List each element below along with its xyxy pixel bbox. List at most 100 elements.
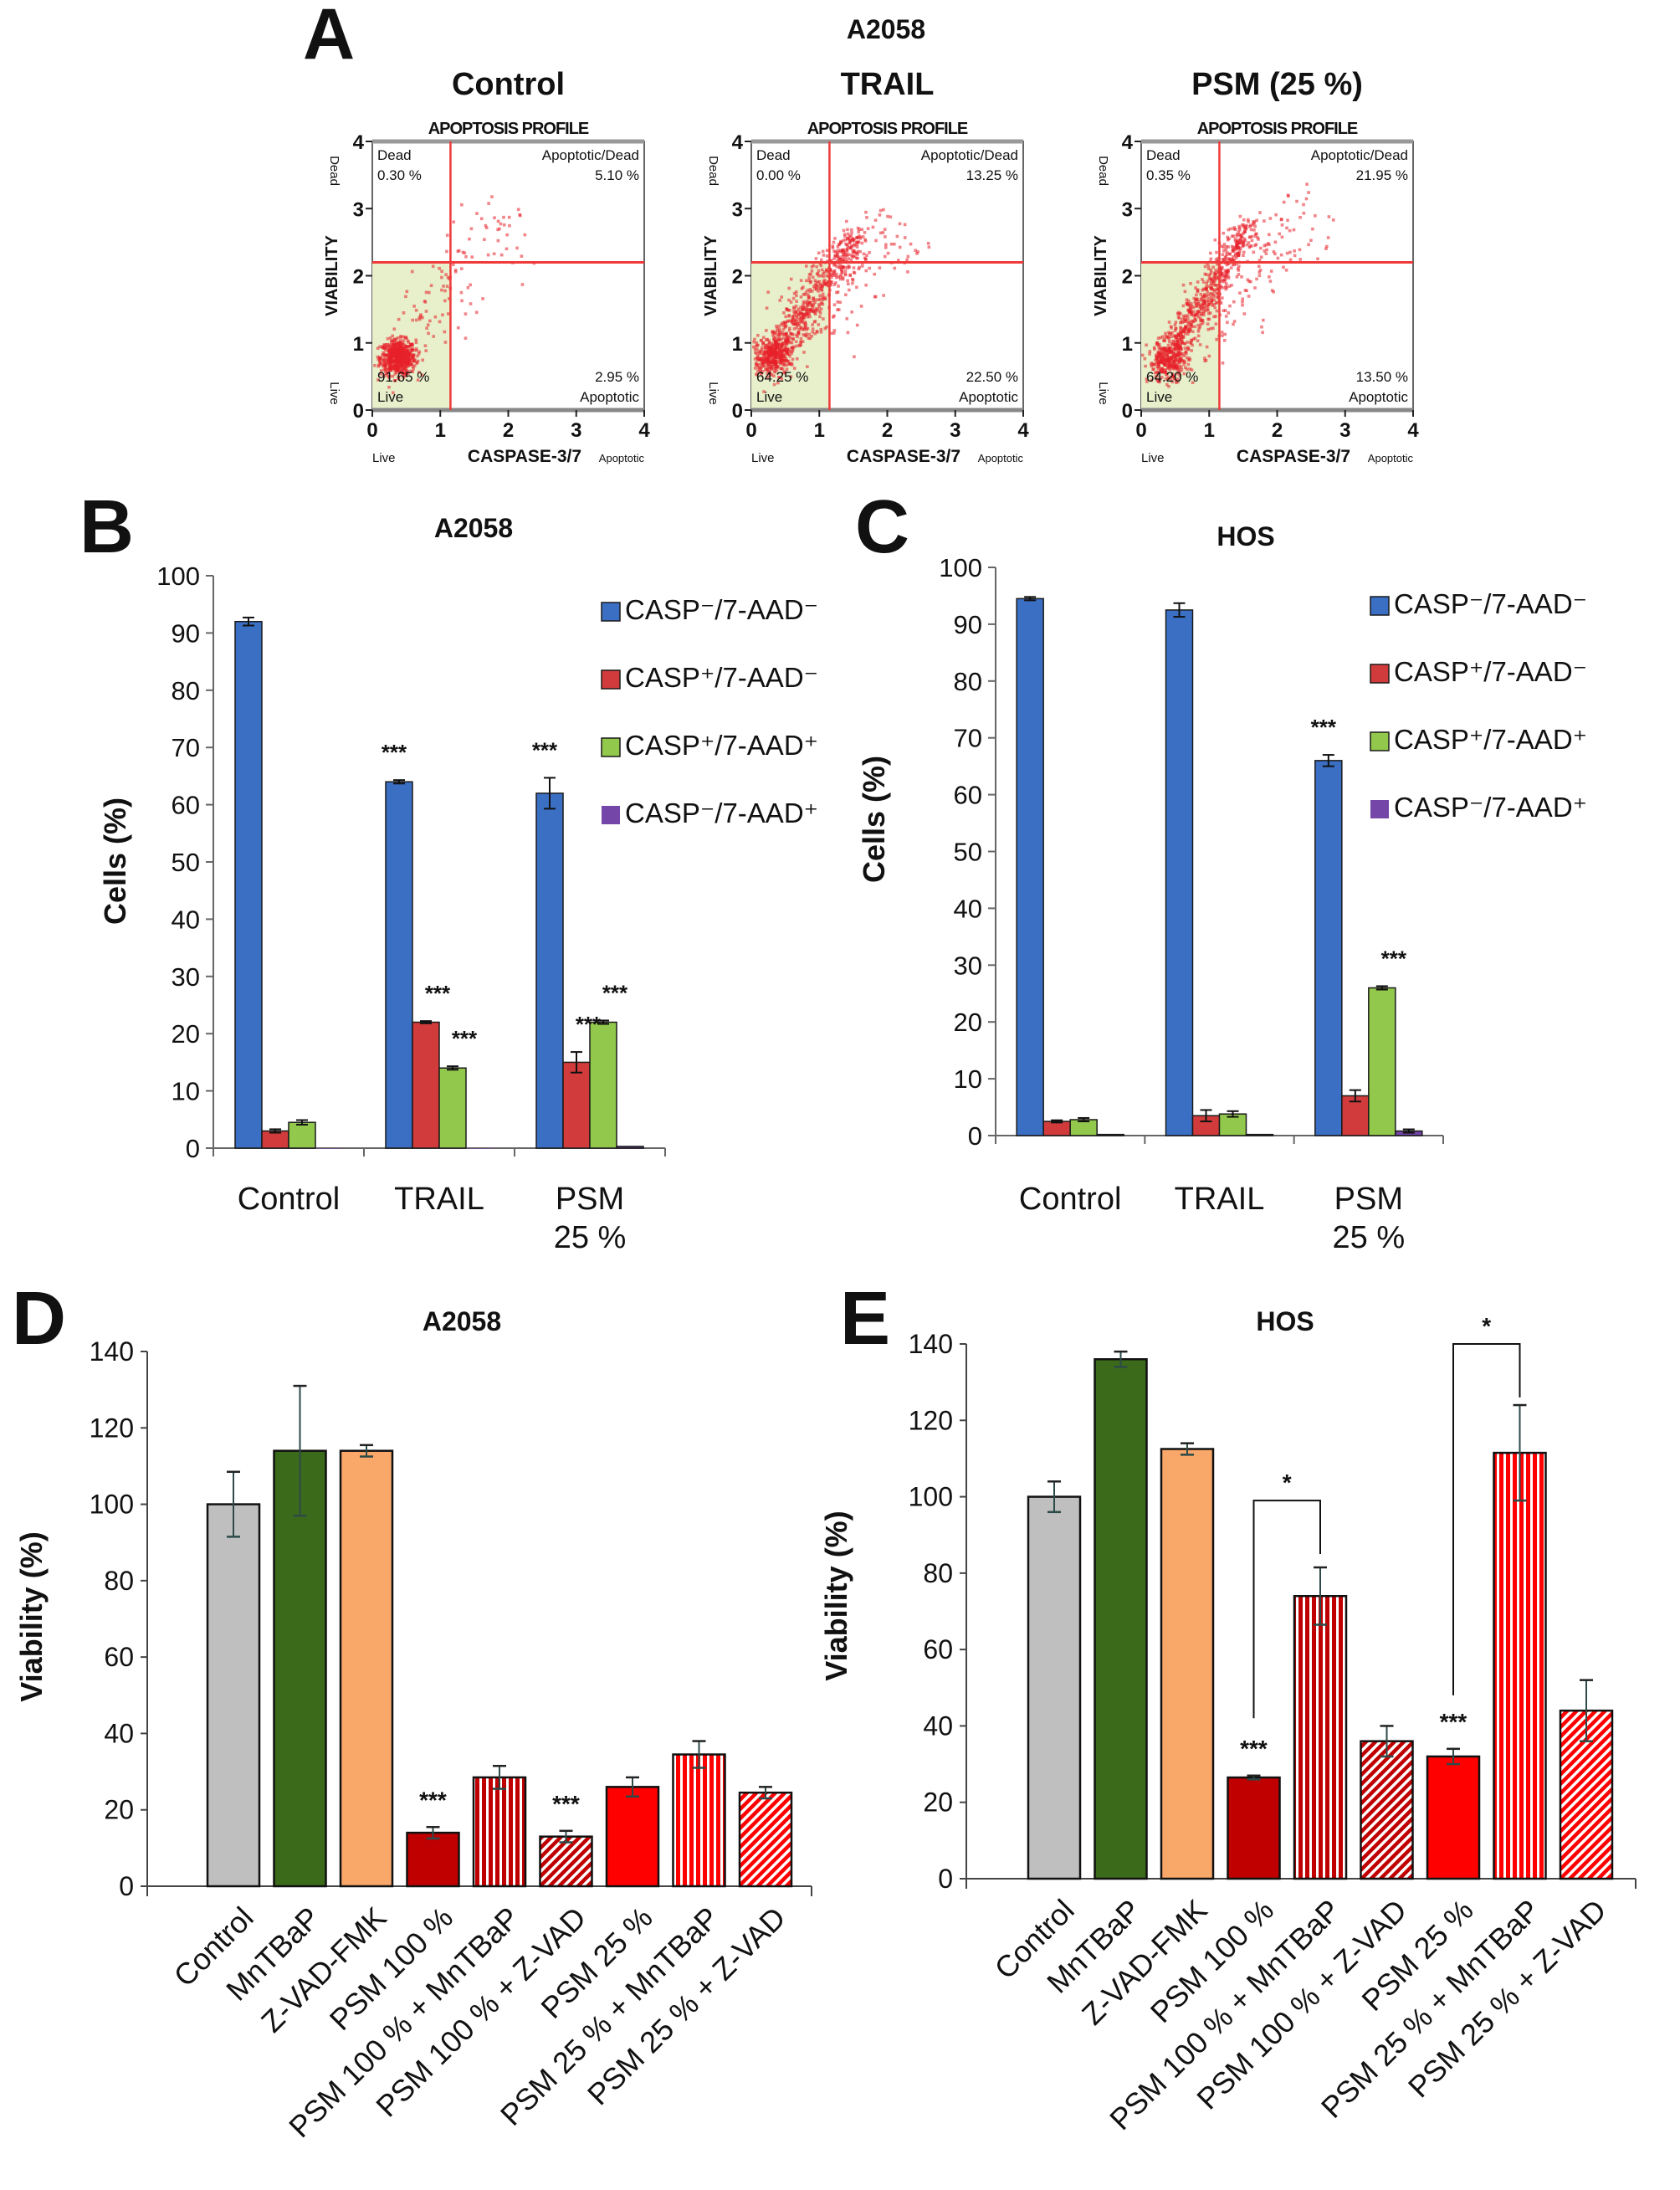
scatter-point xyxy=(1209,257,1213,261)
scatter-point xyxy=(1190,349,1194,352)
scatter-point xyxy=(388,356,392,360)
scatter-point xyxy=(1169,378,1173,382)
scatter-point xyxy=(1169,356,1173,361)
scatter-point xyxy=(1205,273,1208,276)
scatter-point xyxy=(1280,223,1284,227)
scatter-point xyxy=(1186,314,1190,317)
scatter-point xyxy=(1235,234,1239,238)
scatter-point xyxy=(1222,279,1225,282)
scatter-point xyxy=(781,321,785,325)
scatter-point xyxy=(1206,264,1211,268)
scatter-point xyxy=(393,364,397,368)
scatter-point xyxy=(795,310,798,314)
scatter-point xyxy=(773,363,777,367)
scatter-point xyxy=(1233,253,1237,256)
scatter-point xyxy=(1201,304,1205,308)
scatter-point xyxy=(402,369,407,373)
scatter-point xyxy=(860,264,864,268)
scatter-point xyxy=(804,332,808,336)
bar xyxy=(1094,1358,1148,1880)
scatter-point xyxy=(1261,331,1264,335)
quadrant-label-live: Live xyxy=(756,389,782,405)
scatter-point xyxy=(807,276,811,280)
scatter-point xyxy=(1191,320,1195,324)
scatter-point xyxy=(384,365,387,368)
scatter-point xyxy=(1196,300,1201,304)
scatter-point xyxy=(769,365,773,368)
scatter-point xyxy=(398,339,402,342)
scatter-point xyxy=(802,322,807,326)
scatter-point xyxy=(492,252,496,256)
scatter-point xyxy=(1225,258,1229,261)
scatter-point xyxy=(424,290,428,295)
scatter-point xyxy=(382,374,386,377)
scatter-point xyxy=(1214,284,1218,287)
scatter-point xyxy=(808,290,812,294)
scatter-point xyxy=(791,333,795,336)
scatter-point xyxy=(832,264,836,267)
scatter-point xyxy=(1206,327,1211,331)
scatter-point xyxy=(1155,365,1159,369)
scatter-point xyxy=(790,351,793,356)
scatter-point xyxy=(1192,296,1196,300)
scatter-point xyxy=(428,319,432,323)
scatter-point xyxy=(812,299,815,302)
scatter-point xyxy=(1164,334,1168,338)
scatter-point xyxy=(759,349,762,353)
scatter-point xyxy=(1241,244,1245,249)
scatter-point xyxy=(1211,304,1215,307)
scatter-point xyxy=(846,232,850,236)
scatter-point xyxy=(1190,338,1194,342)
panel-letter: B xyxy=(79,485,134,569)
legend-swatch xyxy=(601,737,621,757)
scatter-point xyxy=(805,305,809,309)
scatter-point xyxy=(1191,330,1195,334)
scatter-point xyxy=(474,310,479,315)
scatter-point xyxy=(780,322,783,326)
scatter-point xyxy=(903,236,907,239)
scatter-point xyxy=(409,369,413,373)
scatter-point xyxy=(1178,364,1182,368)
scatter-point xyxy=(1195,293,1198,297)
scatter-point xyxy=(382,351,386,355)
scatter-point xyxy=(1150,362,1153,367)
condition-title: Control xyxy=(452,67,565,102)
scatter-point xyxy=(794,340,798,344)
significance-marker: *** xyxy=(1240,1736,1268,1762)
scatter-point xyxy=(1232,300,1236,304)
scatter-point xyxy=(1279,253,1283,257)
significance-marker: *** xyxy=(602,980,628,1005)
scatter-point xyxy=(1153,362,1156,367)
significance-marker: *** xyxy=(1440,1709,1467,1735)
bar xyxy=(738,1791,793,1888)
scatter-point xyxy=(390,353,394,356)
scatter-point xyxy=(414,338,418,342)
scatter-point xyxy=(1206,296,1211,300)
scatter-point xyxy=(397,356,402,360)
scatter-point xyxy=(801,316,804,320)
scatter-point xyxy=(1264,252,1268,255)
x-tick-label: 0 xyxy=(366,419,377,442)
scatter-point xyxy=(1247,295,1251,298)
scatter-point xyxy=(759,351,763,356)
scatter-point xyxy=(1206,300,1211,304)
scatter-point xyxy=(818,315,822,319)
scatter-point xyxy=(813,279,817,282)
quadrant-value-live: 64.25 % xyxy=(756,369,808,385)
scatter-point xyxy=(845,249,849,254)
scatter-point xyxy=(814,280,818,285)
scatter-point xyxy=(830,275,833,280)
scatter-point xyxy=(376,346,380,351)
scatter-point xyxy=(1178,369,1182,373)
scatter-point xyxy=(772,374,776,378)
scatter-point xyxy=(1180,320,1183,324)
scatter-point xyxy=(1298,216,1302,219)
scatter-point xyxy=(812,296,816,300)
scatter-point xyxy=(818,311,822,315)
scatter-point xyxy=(388,336,392,340)
scatter-point xyxy=(1168,346,1171,351)
scatter-point xyxy=(798,316,802,320)
scatter-point xyxy=(1221,362,1225,365)
